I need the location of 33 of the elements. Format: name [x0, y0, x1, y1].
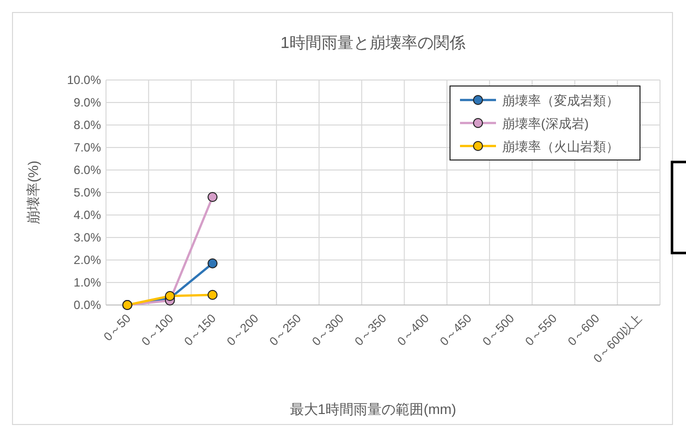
point	[164, 291, 175, 301]
x-tick-label: 0～50	[100, 311, 134, 344]
y-tick-label: 4.0%	[74, 208, 102, 222]
x-axis-title: 最大1時間雨量の範囲(mm)	[290, 401, 456, 417]
point	[208, 192, 218, 202]
y-tick-label: 10.0%	[66, 73, 102, 87]
y-tick-label: 9.0%	[74, 96, 102, 110]
x-tick-label: 0～600	[564, 310, 602, 348]
x-tick-label: 0～500	[480, 310, 518, 348]
legend-label: 崩壊率（火山岩類）	[502, 139, 619, 154]
y-axis-title: 崩壊率(%)	[25, 160, 41, 224]
x-tick-label: 0～100	[138, 310, 176, 348]
y-tick-label: 2.0%	[74, 253, 102, 267]
x-tick-label: 0～250	[266, 310, 304, 348]
x-tick-label: 0～400	[394, 310, 432, 348]
y-tick-label: 8.0%	[74, 118, 102, 132]
legend-label: 崩壊率(深成岩)	[502, 116, 589, 131]
x-tick-label: 0～350	[352, 310, 390, 348]
y-tick-label: 6.0%	[74, 163, 102, 177]
x-tick-label: 0～150	[181, 310, 219, 348]
chart-title: 1時間雨量と崩壊率の関係	[280, 34, 466, 52]
x-tick-label: 0～550	[522, 310, 560, 348]
y-tick-label: 3.0%	[74, 230, 102, 244]
x-tick-label: 0～450	[437, 310, 475, 348]
y-tick-label: 0.0%	[74, 298, 102, 312]
y-tick-label: 5.0%	[74, 186, 102, 200]
point	[208, 290, 218, 300]
y-tick-label: 7.0%	[74, 140, 102, 154]
legend-label: 崩壊率（変成岩類）	[502, 93, 619, 108]
x-tick-label: 0～300	[309, 310, 347, 348]
y-tick-label: 1.0%	[74, 276, 102, 290]
point	[208, 258, 218, 268]
x-tick-label: 0～200	[224, 310, 262, 348]
